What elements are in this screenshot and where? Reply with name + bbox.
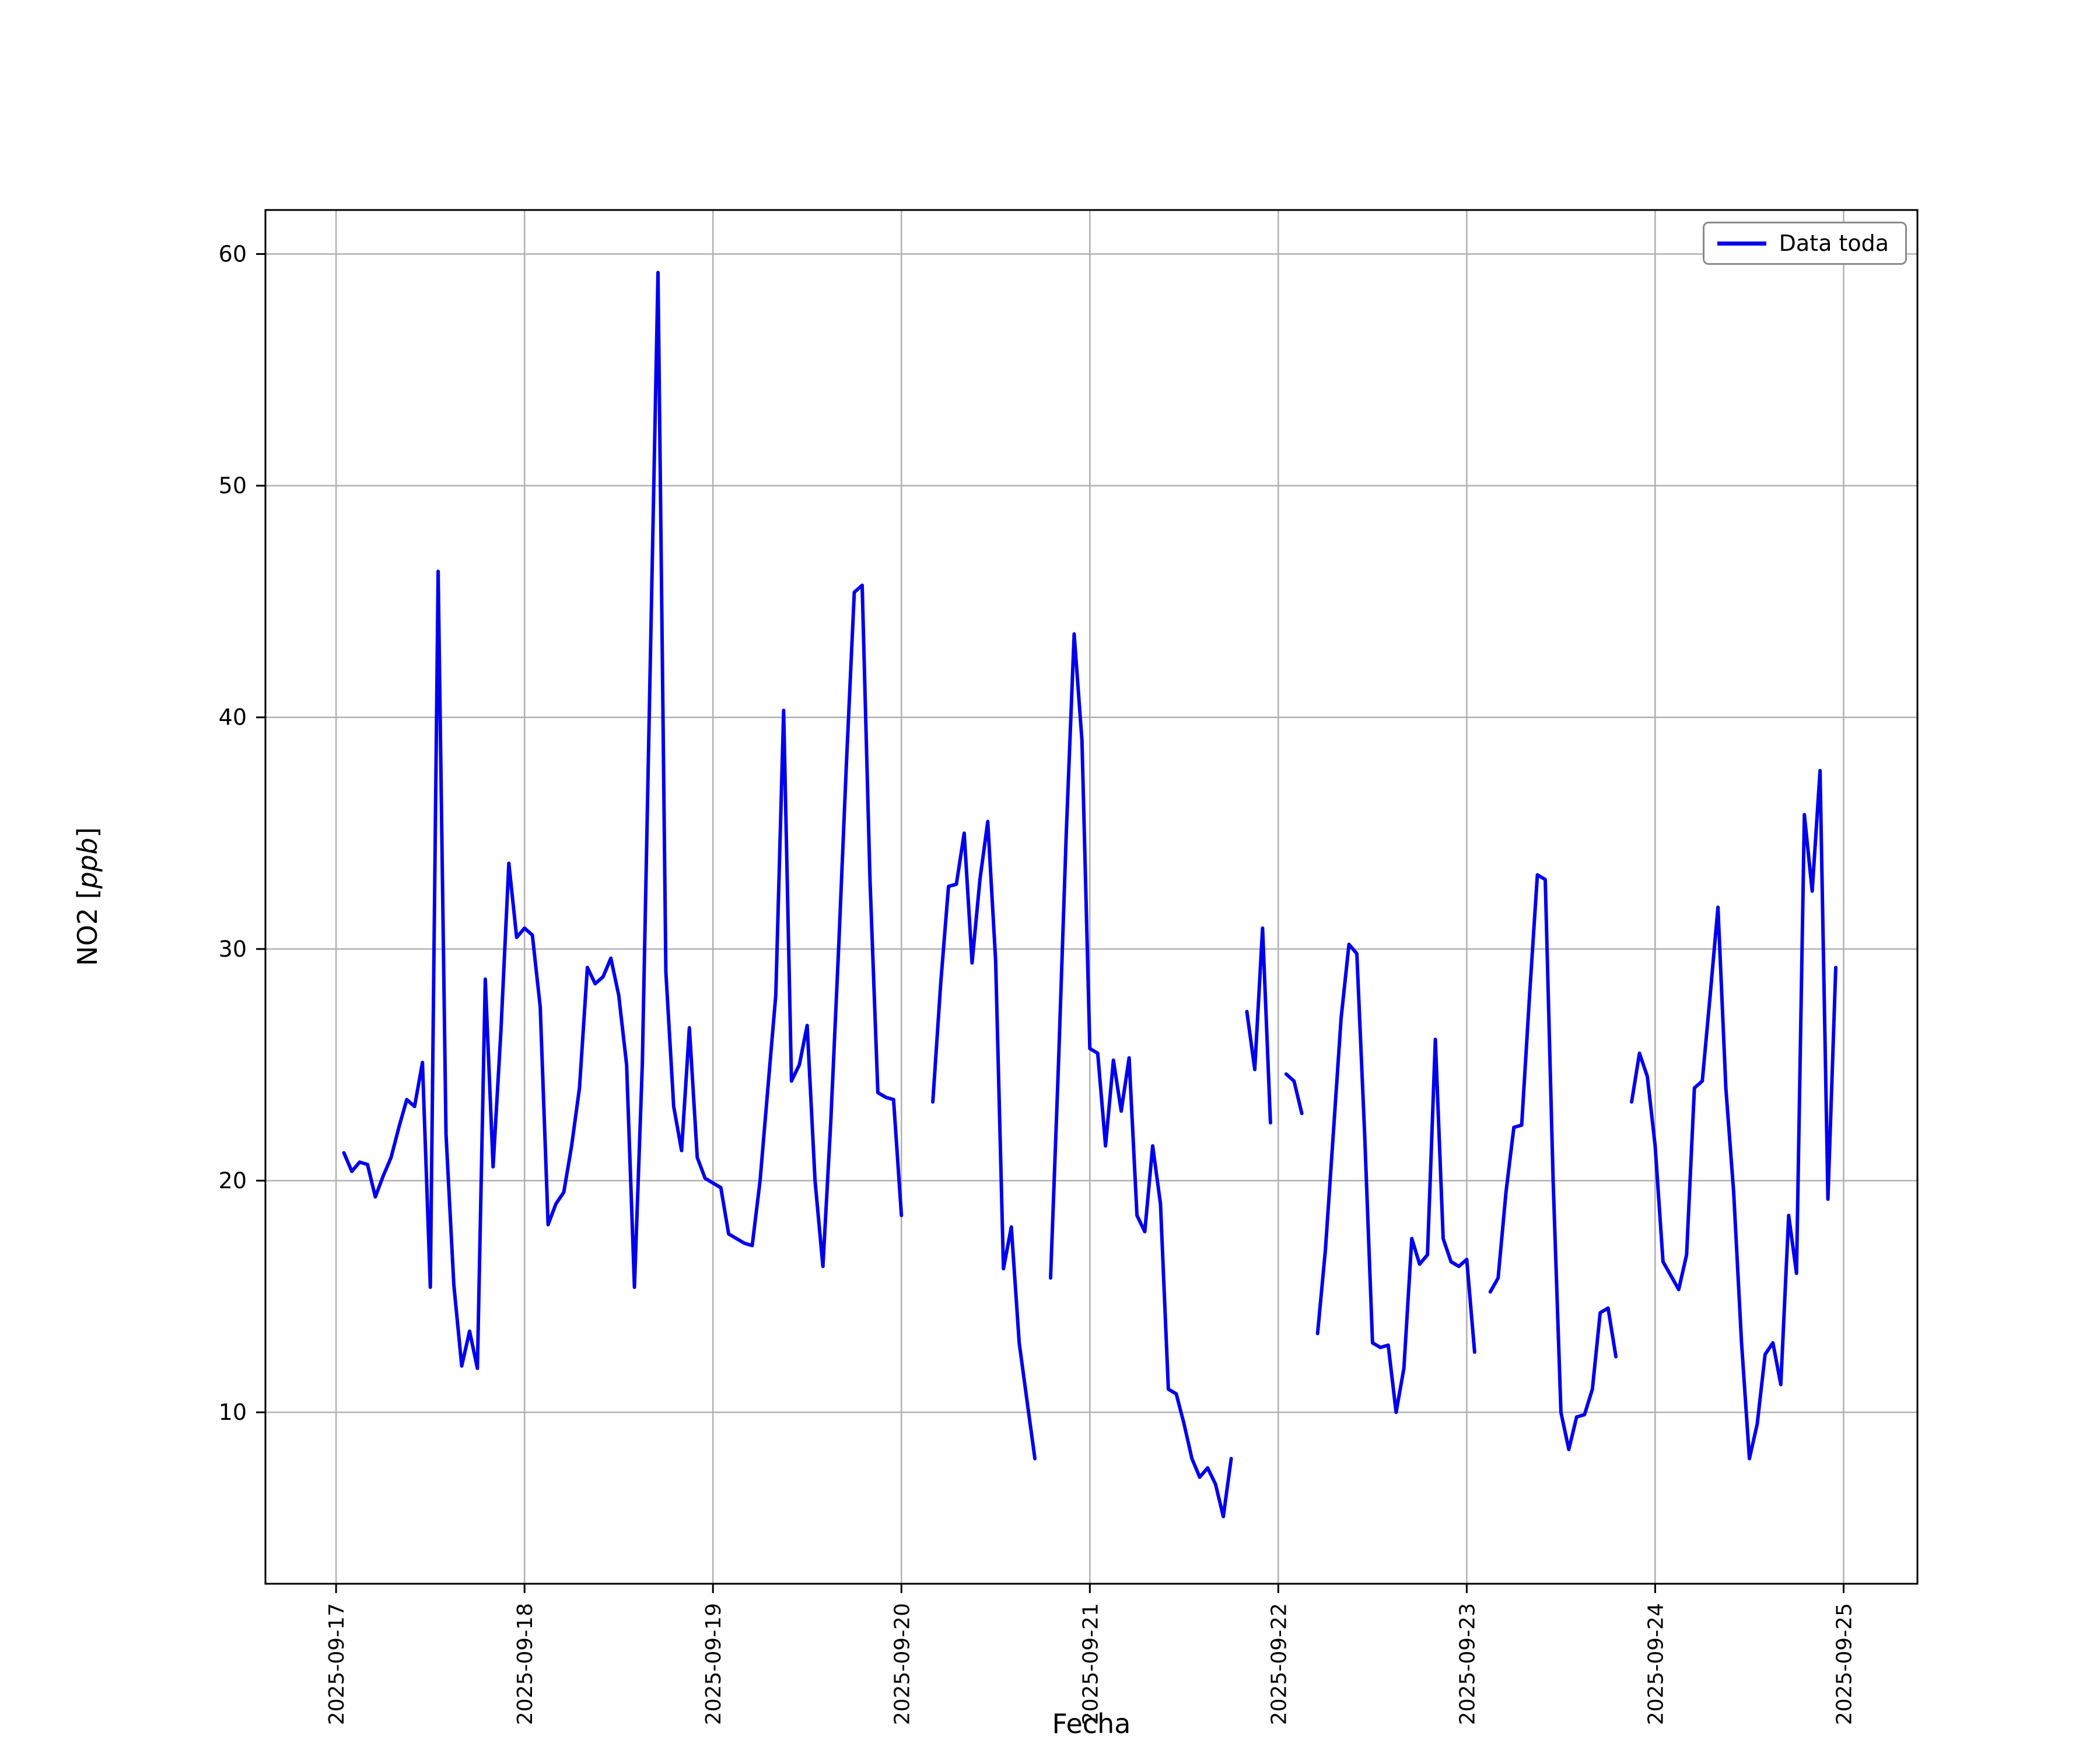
x-tick-label: 2025-09-17	[325, 1603, 349, 1725]
x-tick-label: 2025-09-25	[1832, 1603, 1856, 1725]
data-line	[342, 271, 904, 1370]
axes-spines	[264, 209, 1919, 1585]
data-line	[1284, 1072, 1304, 1115]
x-tick-label: 2025-09-22	[1267, 1603, 1291, 1725]
x-axis-label: Fecha	[1052, 1708, 1131, 1740]
legend-line-sample	[1717, 241, 1766, 246]
data-line	[931, 820, 1037, 1461]
data-line	[1049, 632, 1233, 1518]
y-tick-label: 10	[219, 1399, 247, 1425]
ticks: 10 20 30 40 50 60 2025-09-17 2025-09-18 2025-09-…	[219, 241, 1857, 1725]
data-series	[342, 271, 1838, 1518]
legend-label: Data toda	[1779, 230, 1889, 256]
plot-area: Data toda	[265, 210, 1917, 1584]
y-tick-label: 20	[219, 1168, 247, 1194]
grid	[265, 210, 1917, 1584]
data-line	[1488, 873, 1618, 1451]
y-tick-label: 30	[219, 936, 247, 962]
y-axis-label-suffix: ]	[72, 827, 103, 838]
x-tick-label: 2025-09-23	[1455, 1603, 1479, 1725]
x-tick-label: 2025-09-24	[1644, 1603, 1668, 1725]
y-tick-label: 60	[219, 241, 247, 267]
y-tick-label: 50	[219, 473, 247, 499]
legend: Data toda	[1702, 222, 1907, 265]
y-axis-label: NO2 [ppb]	[72, 827, 103, 966]
x-tick-label: 2025-09-18	[513, 1603, 537, 1725]
y-tick-label: 40	[219, 705, 247, 730]
y-axis-label-unit: ppb	[72, 837, 103, 889]
data-line	[1630, 769, 1838, 1461]
data-line	[1245, 926, 1272, 1125]
x-tick-label: 2025-09-19	[702, 1603, 726, 1725]
x-tick-label: 2025-09-21	[1079, 1603, 1102, 1725]
y-axis-label-prefix: NO2 [	[72, 888, 103, 967]
x-tick-label: 2025-09-20	[890, 1603, 914, 1725]
data-line	[1315, 942, 1476, 1415]
